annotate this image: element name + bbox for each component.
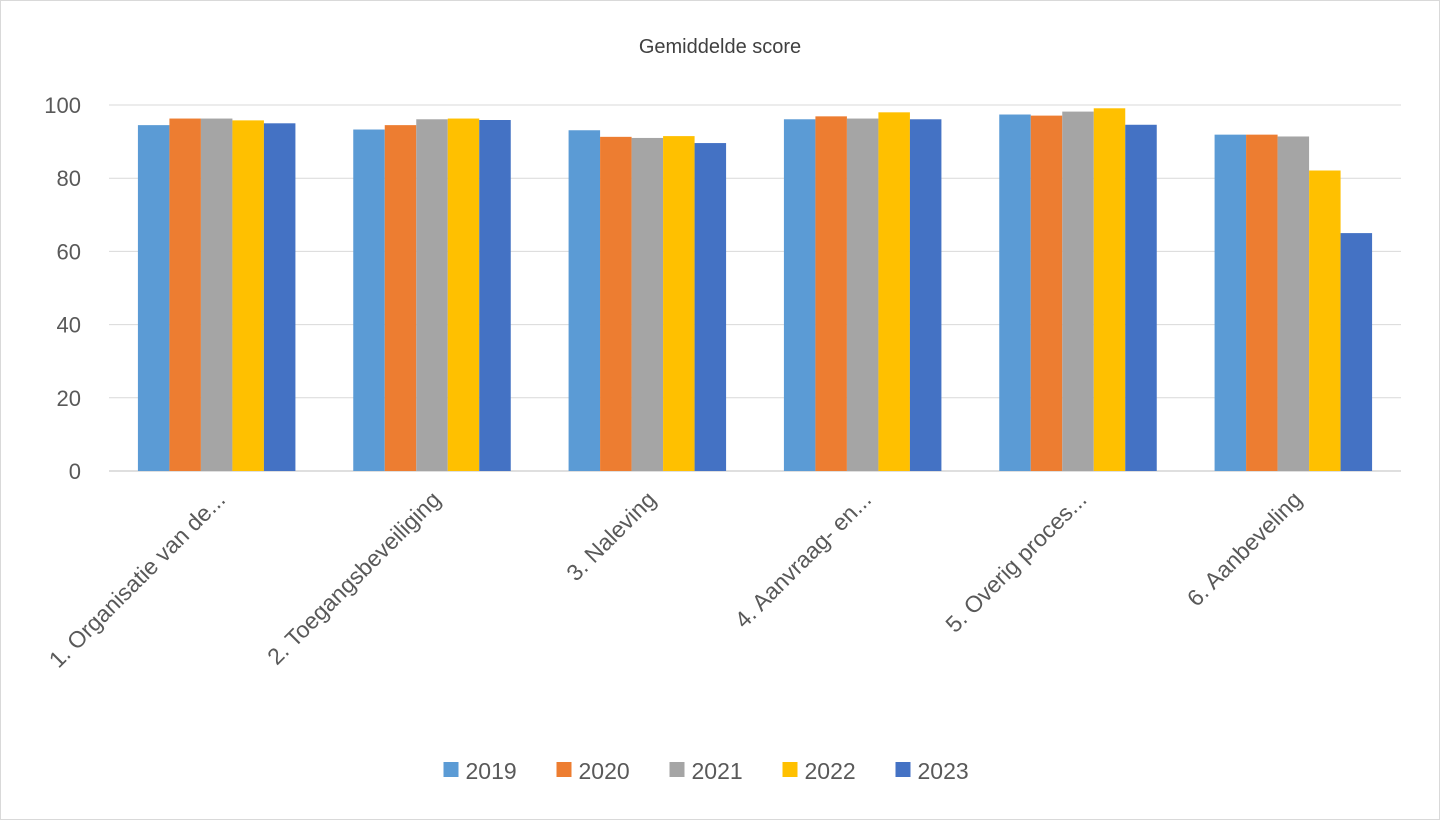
bar (999, 114, 1031, 472)
x-tick-label: 1. Organisatie van de... (44, 486, 231, 673)
bar (909, 119, 942, 472)
bar (1309, 170, 1341, 471)
chart-title: Gemiddelde score (639, 36, 801, 58)
x-tick-label: 4. Aanvraag- en... (729, 486, 876, 633)
bar (815, 116, 847, 471)
bar (169, 118, 201, 472)
legend-swatch (556, 762, 572, 777)
bar (1246, 134, 1278, 471)
legend-swatch (782, 762, 798, 777)
y-tick-label: 80 (57, 166, 81, 191)
legend-swatch (895, 762, 911, 777)
bars (137, 108, 1373, 472)
legend: 2019 2020 2021 2022 2023 (443, 758, 969, 784)
bar (600, 136, 632, 472)
bar (1214, 134, 1247, 471)
bar (631, 137, 664, 471)
bar (568, 130, 601, 471)
legend-swatch (669, 762, 685, 777)
bar (384, 125, 417, 471)
y-tick-label: 100 (44, 93, 81, 118)
bar (846, 118, 879, 472)
legend-label: 2023 (918, 758, 969, 784)
bar (447, 118, 480, 472)
legend-label: 2019 (466, 758, 517, 784)
legend-label: 2020 (579, 758, 630, 784)
bar (1125, 124, 1157, 471)
x-axis: 1. Organisatie van de... 2. Toegangsbevei… (44, 486, 1307, 673)
bar (1277, 136, 1310, 471)
legend-label: 2022 (805, 758, 856, 784)
y-tick-label: 60 (57, 239, 81, 264)
bar (232, 120, 264, 471)
bar (1062, 111, 1094, 471)
bar (353, 129, 385, 471)
bar (416, 119, 448, 472)
bar (694, 143, 727, 471)
bar (137, 125, 170, 471)
y-tick-label: 0 (69, 459, 81, 484)
bar (1340, 233, 1373, 471)
bar (200, 118, 233, 472)
y-tick-label: 40 (57, 313, 81, 338)
gridlines (109, 104, 1401, 472)
legend-swatch (443, 762, 459, 777)
legend-label: 2021 (692, 758, 743, 784)
bar (263, 123, 296, 472)
bar (783, 119, 816, 472)
bar (1093, 108, 1126, 471)
bar (663, 136, 695, 472)
x-tick-label: 2. Toegangsbeveiliging (262, 486, 446, 670)
bar (1030, 115, 1063, 471)
x-tick-label: 3. Naleving (561, 486, 661, 586)
y-axis: 0 20 40 60 80 100 (44, 93, 81, 484)
x-tick-label: 6. Aanbeveling (1182, 486, 1307, 611)
bar (878, 112, 910, 471)
bar (479, 120, 511, 472)
y-tick-label: 20 (57, 386, 81, 411)
x-tick-label: 5. Overig proces... (940, 486, 1091, 637)
